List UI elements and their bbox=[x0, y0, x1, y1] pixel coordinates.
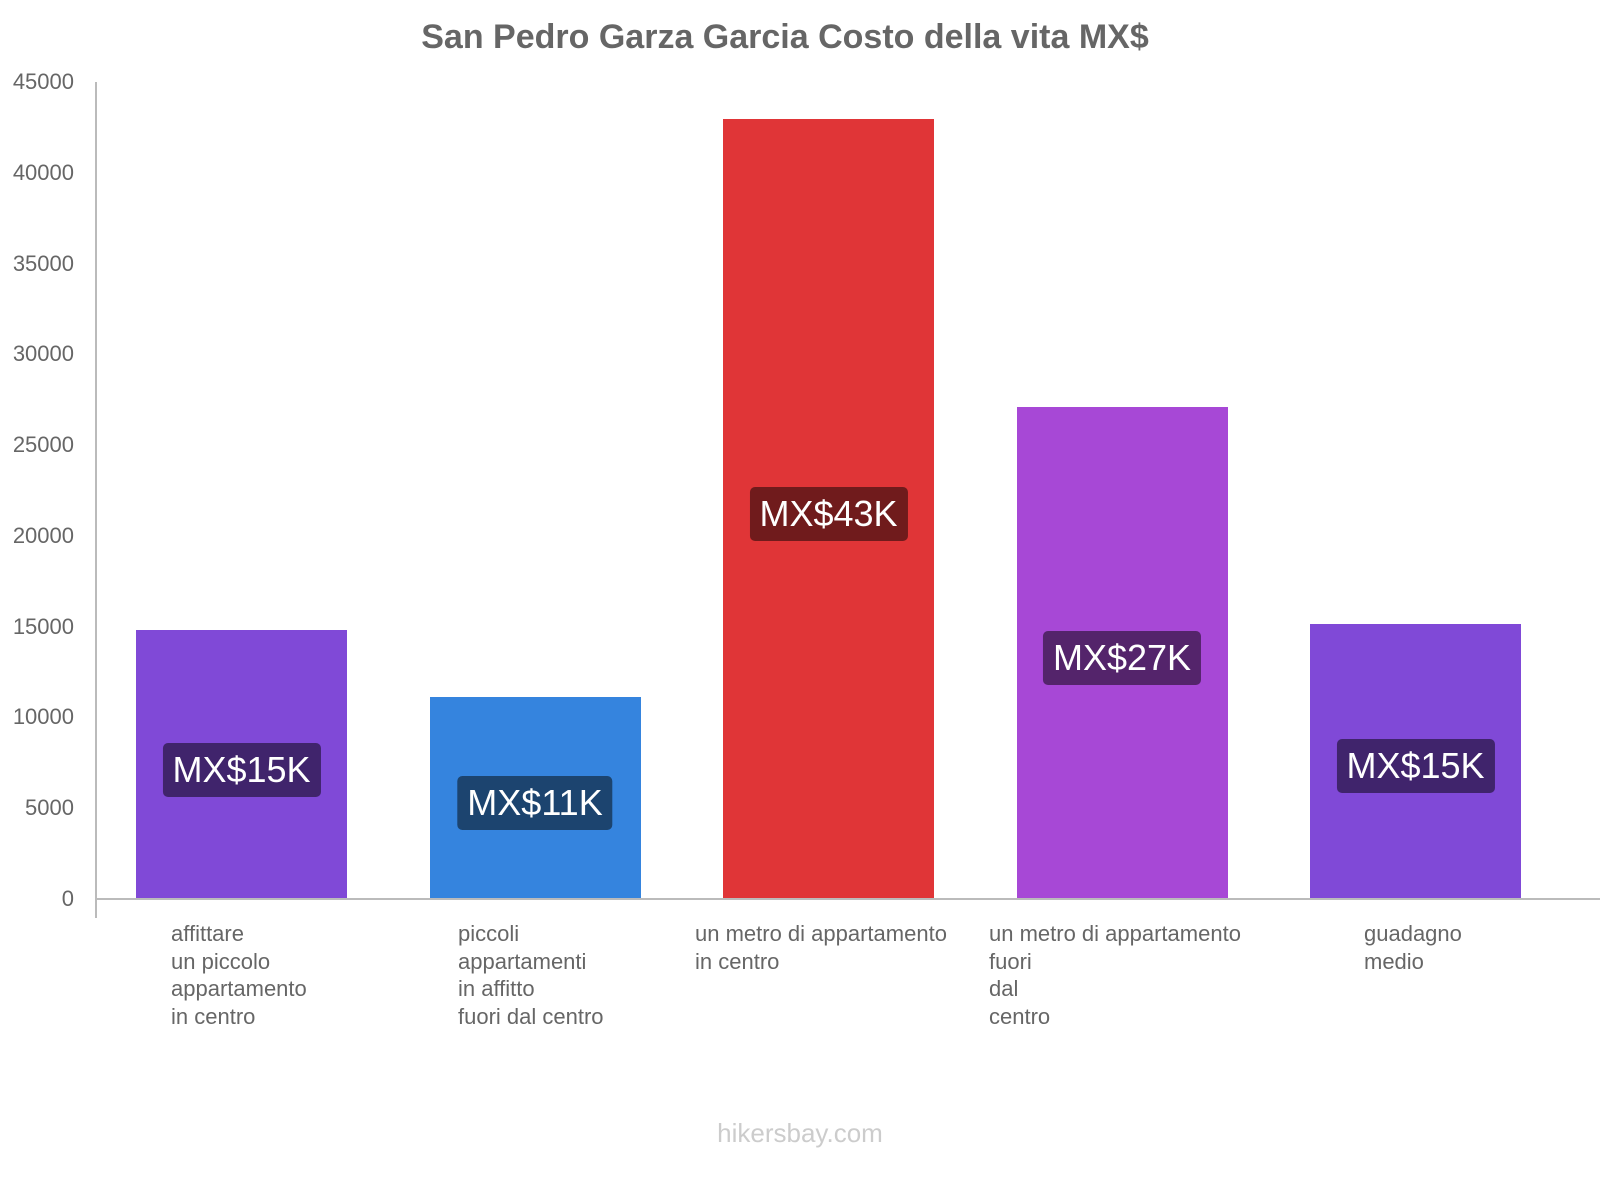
x-tick-label: un metro di appartamento in centro bbox=[695, 921, 947, 974]
x-tick-label: affittare un piccolo appartamento in cen… bbox=[171, 921, 307, 1029]
y-tick-label: 10000 bbox=[12, 704, 74, 730]
y-tick-label: 40000 bbox=[12, 159, 74, 185]
chart-title: San Pedro Garza Garcia Costo della vita … bbox=[421, 18, 1149, 56]
y-tick-label: 20000 bbox=[12, 522, 74, 548]
bar-value-label: MX$43K bbox=[749, 487, 908, 542]
bar: MX$11K bbox=[429, 697, 641, 899]
bar-value-label: MX$27K bbox=[1042, 630, 1202, 685]
bar-value-label: MX$15K bbox=[1336, 739, 1495, 794]
bar: MX$15K bbox=[136, 630, 347, 899]
y-tick-label: 0 bbox=[61, 886, 74, 911]
y-tick-label: 45000 bbox=[12, 69, 74, 94]
x-tick-label: un metro di appartamento fuori dal centr… bbox=[989, 921, 1241, 1029]
x-tick-label: piccoli appartamenti in affitto fuori da… bbox=[458, 921, 604, 1029]
x-tick-label: guadagno medio bbox=[1364, 921, 1462, 974]
bar: MX$15K bbox=[1310, 623, 1521, 899]
bar-value-label: MX$15K bbox=[162, 742, 321, 797]
x-axis-line bbox=[95, 898, 1600, 900]
bar: MX$43K bbox=[723, 119, 934, 899]
y-tick-label: 5000 bbox=[25, 795, 74, 821]
y-tick-label: 35000 bbox=[12, 250, 74, 276]
bar: MX$27K bbox=[1016, 406, 1228, 899]
footer-watermark: hikersbay.com bbox=[717, 1118, 883, 1148]
y-tick-label: 15000 bbox=[12, 613, 74, 639]
y-tick-label: 25000 bbox=[12, 432, 74, 458]
y-axis-line bbox=[95, 82, 97, 918]
bar-value-label: MX$11K bbox=[457, 776, 613, 831]
y-tick-label: 30000 bbox=[12, 341, 74, 367]
